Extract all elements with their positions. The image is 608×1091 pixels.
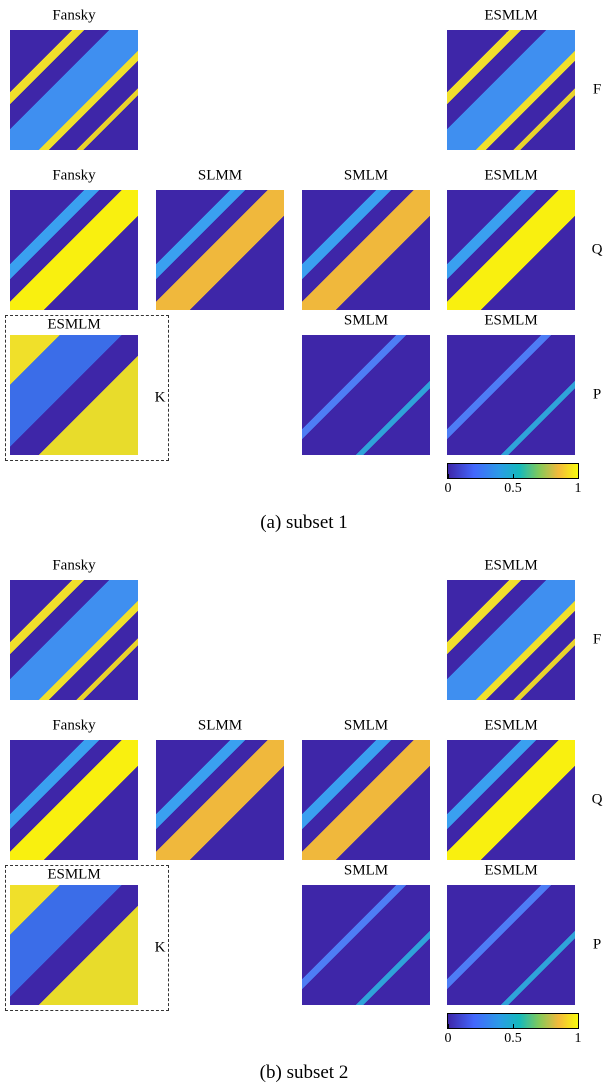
abundance-map — [10, 885, 138, 1005]
panel-title: SLMM — [197, 167, 243, 184]
k-box — [5, 315, 169, 461]
caption: (a) subset 1 — [260, 512, 348, 533]
colorbar-tick — [448, 1024, 449, 1028]
panel-title: SMLM — [343, 717, 389, 734]
panel-title: Fansky — [52, 7, 96, 24]
panel-title: ESMLM — [484, 557, 538, 574]
abundance-map — [302, 190, 430, 310]
row-label: P — [592, 936, 602, 953]
abundance-map — [447, 580, 575, 700]
panel-title: ESMLM — [484, 167, 538, 184]
panel-title: ESMLM — [47, 866, 101, 883]
abundance-map — [10, 190, 138, 310]
panel-title: Fansky — [52, 717, 96, 734]
abundance-map — [10, 30, 138, 150]
abundance-map — [447, 740, 575, 860]
row-label: K — [154, 389, 166, 406]
colorbar-tick-label: 0.5 — [504, 481, 522, 496]
colorbar-tick-label: 1 — [574, 481, 582, 496]
abundance-map — [302, 740, 430, 860]
abundance-map — [10, 580, 138, 700]
colorbar-tick-label: 0 — [444, 481, 452, 496]
colorbar-tick — [578, 1024, 579, 1028]
colorbar-tick-label: 0.5 — [504, 1031, 522, 1046]
colorbar-tick-label: 1 — [574, 1031, 582, 1046]
colorbar-tick — [448, 474, 449, 478]
abundance-map — [302, 335, 430, 455]
panel-title: ESMLM — [484, 7, 538, 24]
colorbar — [447, 463, 579, 479]
abundance-map — [10, 740, 138, 860]
abundance-map — [302, 885, 430, 1005]
abundance-map — [156, 190, 284, 310]
panel-title: ESMLM — [484, 862, 538, 879]
abundance-map — [447, 335, 575, 455]
panel-title: SMLM — [343, 167, 389, 184]
panel-title: SMLM — [343, 862, 389, 879]
panel-title: SMLM — [343, 312, 389, 329]
abundance-map — [156, 740, 284, 860]
panel-title: Fansky — [52, 557, 96, 574]
abundance-map — [447, 30, 575, 150]
row-label: K — [154, 939, 166, 956]
caption: (b) subset 2 — [259, 1062, 349, 1083]
row-label: F — [592, 631, 602, 648]
panel-title: Fansky — [52, 167, 96, 184]
row-label: Q — [591, 791, 603, 808]
row-label: Q — [591, 241, 603, 258]
panel-title: SLMM — [197, 717, 243, 734]
colorbar-tick — [513, 474, 514, 478]
panel-title: ESMLM — [484, 312, 538, 329]
colorbar — [447, 1013, 579, 1029]
abundance-map — [10, 335, 138, 455]
abundance-map — [447, 190, 575, 310]
panel-title: ESMLM — [47, 316, 101, 333]
panel-title: ESMLM — [484, 717, 538, 734]
row-label: P — [592, 386, 602, 403]
k-box — [5, 865, 169, 1011]
colorbar-tick — [578, 474, 579, 478]
colorbar-tick — [513, 1024, 514, 1028]
row-label: F — [592, 81, 602, 98]
abundance-map — [447, 885, 575, 1005]
colorbar-tick-label: 0 — [444, 1031, 452, 1046]
